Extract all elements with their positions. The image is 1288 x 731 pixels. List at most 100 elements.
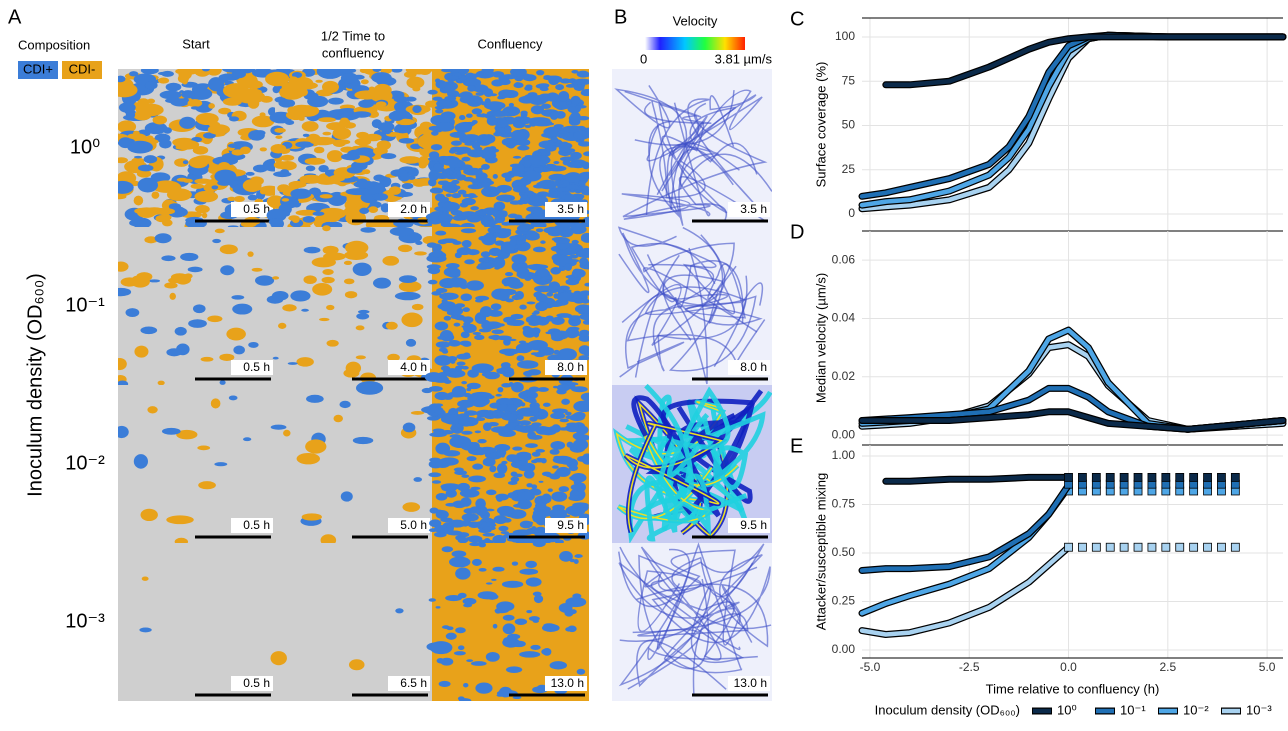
cell-patch: [208, 103, 215, 109]
cell-patch: [326, 339, 339, 347]
cell-patch: [545, 473, 555, 478]
cell-patch: [520, 110, 528, 115]
cell-patch: [271, 290, 289, 301]
cell-patch: [457, 128, 468, 134]
cell-patch: [543, 351, 554, 356]
cell-patch: [444, 95, 457, 102]
cell-patch: [441, 69, 453, 73]
cell-patch: [161, 70, 174, 77]
time-label: 0.5 h: [243, 676, 270, 690]
cell-patch: [508, 102, 515, 107]
cell-patch: [528, 616, 540, 622]
cell-patch: [569, 461, 576, 467]
x-tick-label: -5.0: [860, 660, 881, 674]
cell-patch: [195, 205, 210, 214]
cell-patch: [517, 453, 532, 462]
cell-patch: [214, 462, 228, 467]
cell-patch: [248, 341, 259, 348]
cell-patch: [531, 312, 539, 315]
cell-patch: [503, 282, 509, 287]
cell-patch: [575, 249, 589, 258]
legend-label: CDI-: [69, 61, 96, 76]
cell-patch: [187, 99, 203, 108]
cell-patch: [133, 195, 144, 206]
cell-patch: [526, 609, 533, 614]
cell-patch: [566, 441, 574, 448]
cell-patch: [179, 116, 196, 129]
cell-patch: [431, 480, 442, 484]
cell-patch: [187, 164, 209, 176]
cell-patch: [228, 116, 240, 122]
cell-patch: [469, 441, 480, 450]
cell-patch: [341, 153, 361, 161]
cell-patch: [154, 233, 172, 244]
plateau-marker: [1189, 472, 1199, 482]
cell-patch: [538, 480, 544, 483]
cell-patch: [118, 180, 134, 194]
velocity-streak: [644, 473, 748, 542]
cell-patch: [493, 472, 506, 479]
cell-patch: [343, 147, 352, 152]
cell-patch: [454, 252, 462, 259]
cell-patch: [243, 437, 252, 442]
colorbar: [645, 37, 745, 50]
cell-patch: [494, 443, 511, 452]
cell-patch: [414, 251, 427, 256]
cell-patch: [426, 264, 441, 270]
cell-patch: [533, 526, 548, 538]
cell-patch: [432, 430, 441, 437]
cell-patch: [345, 188, 371, 196]
cell-patch: [203, 132, 216, 139]
cell-patch: [505, 272, 514, 277]
cell-patch: [315, 215, 333, 223]
cell-patch: [443, 267, 461, 277]
cell-patch: [514, 424, 526, 432]
cell-patch: [516, 355, 525, 362]
cell-patch: [410, 411, 425, 415]
cell-patch: [570, 151, 582, 160]
cell-patch: [553, 160, 560, 165]
time-label-bg: [545, 202, 587, 217]
cell-patch: [426, 642, 447, 652]
cell-patch: [461, 430, 473, 435]
cell-patch: [443, 315, 452, 321]
cell-patch: [497, 386, 504, 393]
cell-patch: [469, 506, 482, 514]
cell-patch: [462, 597, 477, 605]
cell-patch: [495, 393, 502, 397]
cell-patch: [493, 201, 506, 211]
cell-patch: [565, 84, 576, 88]
cell-patch: [445, 632, 457, 640]
velocity-streak: [679, 94, 772, 192]
cell-patch: [457, 592, 467, 599]
time-label: 3.5 h: [557, 202, 584, 216]
cell-patch: [524, 537, 535, 545]
cell-patch: [550, 330, 563, 340]
plateau-marker: [1217, 472, 1226, 482]
cell-patch: [397, 244, 413, 253]
cell-patch: [484, 321, 502, 329]
cell-patch: [556, 292, 573, 302]
cell-patch: [533, 291, 543, 298]
cell-patch: [526, 301, 536, 305]
cell-patch: [568, 316, 582, 327]
velocity-streak: [618, 549, 753, 646]
y-tick-label: 75: [842, 73, 856, 87]
cell-patch: [399, 156, 421, 164]
cell-patch: [508, 454, 519, 463]
cell-patch: [492, 566, 505, 572]
cell-patch: [367, 110, 379, 118]
cell-patch: [315, 79, 323, 83]
cell-patch: [555, 140, 563, 144]
cell-patch: [326, 109, 351, 120]
plateau-marker: [1230, 472, 1240, 482]
cell-patch: [454, 185, 461, 190]
cell-patch: [412, 86, 421, 92]
cell-patch: [153, 207, 176, 215]
legend-swatch: [18, 61, 58, 79]
legend-label: 10⁻²: [1183, 702, 1209, 717]
y-tick-label: 0.06: [832, 252, 856, 266]
cell-patch: [425, 212, 443, 222]
cell-patch: [496, 505, 515, 515]
cell-patch: [571, 268, 586, 278]
